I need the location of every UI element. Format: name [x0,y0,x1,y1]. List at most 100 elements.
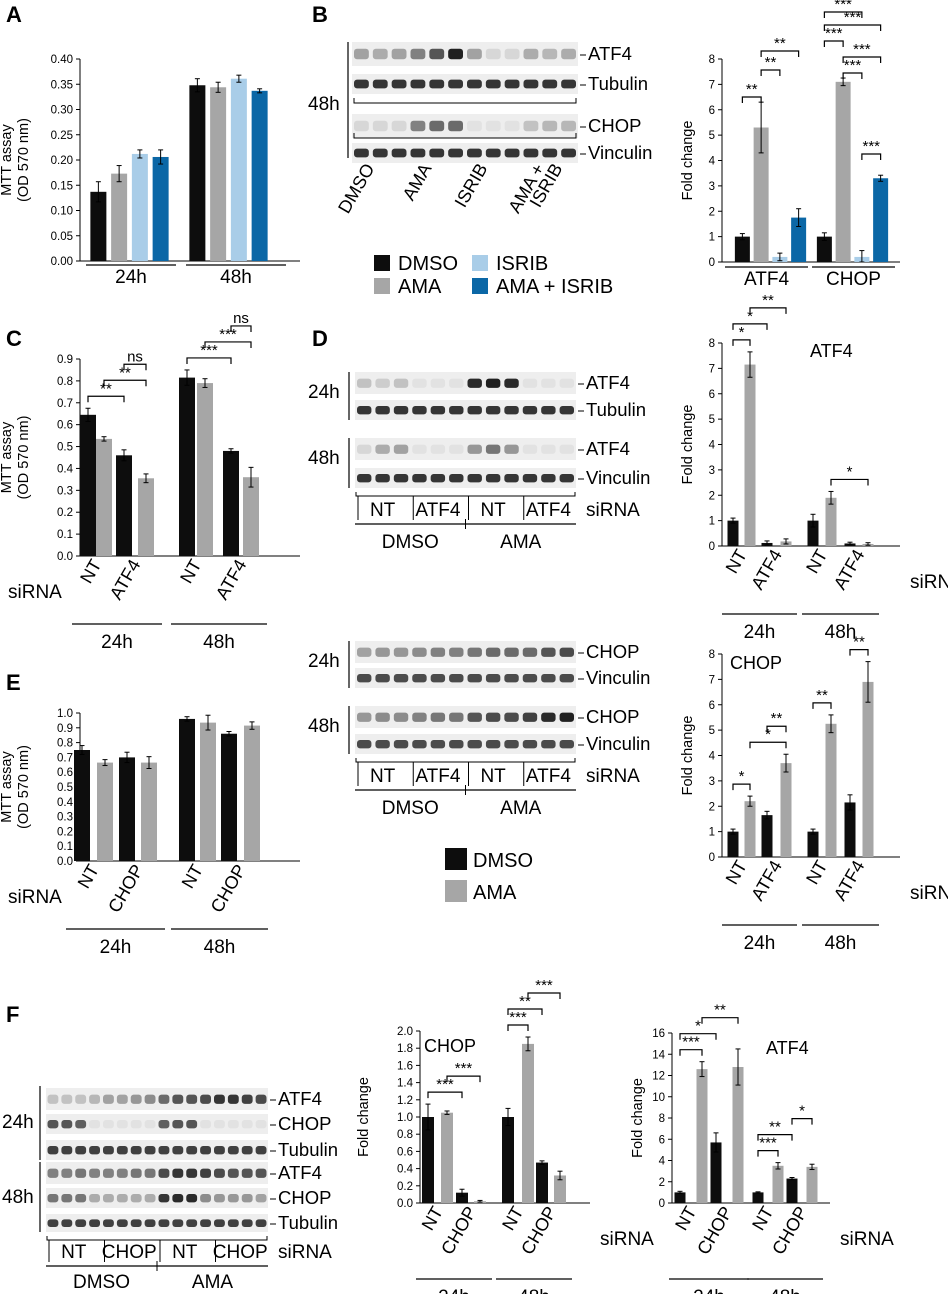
blot-band [116,1120,128,1129]
blot-band [130,1219,142,1227]
blot-band [522,406,538,415]
y-tick-label: 5 [709,130,715,142]
significance-label: *** [825,25,843,42]
blot-band [559,740,574,749]
y-tick-label: 5 [709,725,715,737]
blot-band [559,712,574,722]
y-axis-label: MTT assay [0,421,15,493]
blot-band [559,378,574,388]
y-tick-label: 1.8 [397,1043,413,1055]
blot-band [144,1168,156,1178]
group-label: 24h [744,933,776,954]
y-tick-label: 0.8 [57,738,73,750]
blot-strip [352,114,578,138]
significance-bracket [507,1024,529,1032]
bar [753,127,769,262]
blot-band [172,1146,184,1155]
blot-band [241,1219,253,1227]
y-tick-label: 6 [709,389,715,401]
significance-label: *** [862,138,880,155]
blot-band [504,712,519,722]
blot-band [103,1194,114,1203]
blot-band [541,474,556,483]
blot-band [75,1219,87,1227]
blot-band [559,474,574,483]
blot-band [47,1219,59,1227]
bar [119,757,135,861]
treatment-label: AMA [192,1272,234,1293]
significance-label: ** [746,81,758,98]
bar [835,81,851,263]
sirna-lane-label: NT [480,766,506,787]
blot-band [542,48,558,60]
bar [223,450,239,556]
significance-bracket [760,50,800,57]
panel-label-c: C [6,326,22,351]
blot-band [523,148,539,158]
blot-band [357,444,372,454]
y-tick-label: 0.9 [57,354,73,366]
significance-bracket [749,307,787,314]
blot-band [241,1194,253,1203]
sirna-axis-label: siRNA [910,572,948,593]
blot-band [393,378,409,388]
bar [422,1117,434,1203]
blot-band [186,1120,198,1129]
sirna-label: NT [74,861,103,892]
sirna-axis-label: siRNA [586,766,640,787]
y-tick-label: 0.30 [51,105,73,117]
bar [862,681,874,857]
y-tick-label: 1.2 [397,1095,413,1107]
blot-band [354,148,369,158]
y-tick-label: 0.7 [57,752,73,764]
blot-band [75,1168,87,1178]
blot-band [467,406,482,415]
significance-label: ** [774,35,786,52]
blot-band [393,647,409,657]
bar [74,750,90,861]
blot-band [391,48,407,60]
blot-band [504,444,519,454]
sirna-label: CHOP [693,1203,736,1258]
sirna-label: ATF4 [212,556,251,603]
blot-band [430,740,446,749]
y-tick-label: 0.5 [57,782,73,794]
bar [554,1175,566,1203]
blot-band [542,79,558,89]
bar [873,178,889,262]
sirna-label: NT [802,857,831,888]
y-axis-label: Fold change [630,1078,646,1158]
bar [780,763,792,857]
blot-band [227,1146,239,1155]
blot-band [375,647,390,657]
blot-band [89,1168,100,1178]
chart-a: 0.00 0.05 0.10 0.15 0.20 0.25 0.30 0.35 0.40 MTT … [0,54,300,288]
blot-band [485,444,501,454]
significance-label: * [695,1018,701,1035]
bar [807,520,819,546]
blot-band [47,1120,59,1129]
group-label: 24h [100,937,132,958]
legend-label: AMA [473,882,517,904]
bar [197,383,213,556]
bar [131,153,148,261]
blot-band [485,48,501,60]
blot-band [214,1120,225,1129]
blot-band [412,378,427,388]
chart-title: CHOP [424,1036,476,1056]
bar [189,85,206,261]
bar [734,236,750,262]
blot-band [485,740,501,749]
y-tick-label: 0 [709,257,715,269]
band-label: Tubulin [588,73,648,94]
blot-band [227,1120,239,1129]
sirna-label: NT [176,556,205,587]
blot-strip [46,1214,268,1232]
panel-label-b: B [312,2,328,27]
y-tick-label: 8 [709,649,715,661]
blot-band [116,1094,128,1104]
lane-bracket [353,98,577,104]
sirna-label: ATF4 [747,857,786,904]
y-tick-label: 0.2 [57,507,73,519]
